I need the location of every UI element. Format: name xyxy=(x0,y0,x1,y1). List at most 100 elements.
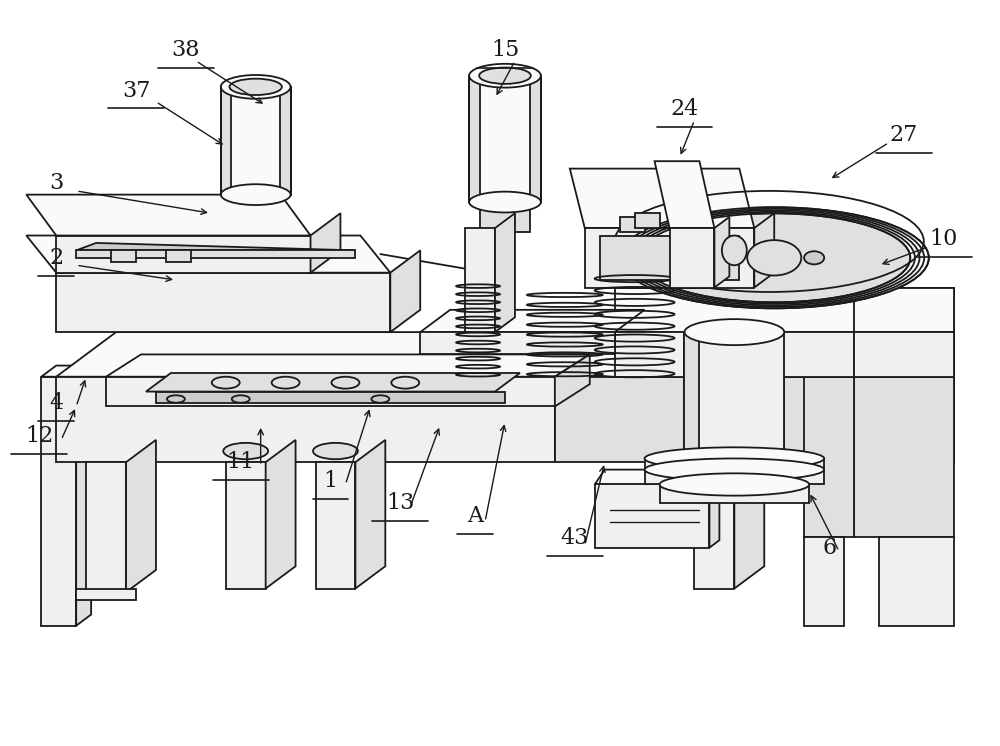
Polygon shape xyxy=(106,377,555,407)
Ellipse shape xyxy=(638,213,910,302)
Polygon shape xyxy=(316,463,355,589)
Polygon shape xyxy=(56,273,390,332)
Polygon shape xyxy=(311,213,340,273)
Text: 27: 27 xyxy=(890,124,918,146)
Ellipse shape xyxy=(469,192,541,213)
Bar xyxy=(166,251,191,262)
Polygon shape xyxy=(879,536,954,626)
Polygon shape xyxy=(615,332,854,377)
Ellipse shape xyxy=(212,377,240,389)
Polygon shape xyxy=(595,484,709,548)
Polygon shape xyxy=(41,377,76,626)
Polygon shape xyxy=(734,440,764,589)
Ellipse shape xyxy=(804,251,824,264)
Polygon shape xyxy=(76,251,355,258)
Ellipse shape xyxy=(313,443,358,460)
Polygon shape xyxy=(585,228,754,287)
Polygon shape xyxy=(555,377,954,463)
Polygon shape xyxy=(694,463,734,589)
Polygon shape xyxy=(355,440,385,589)
Text: A: A xyxy=(467,505,483,527)
Polygon shape xyxy=(76,589,136,600)
Ellipse shape xyxy=(221,75,291,98)
Polygon shape xyxy=(390,251,420,332)
Polygon shape xyxy=(714,217,729,287)
Polygon shape xyxy=(495,213,515,332)
Bar xyxy=(635,213,660,228)
Text: 3: 3 xyxy=(49,172,63,195)
Polygon shape xyxy=(570,169,754,228)
Polygon shape xyxy=(226,463,266,589)
Ellipse shape xyxy=(660,473,809,495)
Polygon shape xyxy=(555,354,590,407)
Bar xyxy=(111,251,136,262)
Polygon shape xyxy=(106,354,590,377)
Text: 38: 38 xyxy=(172,39,200,60)
Ellipse shape xyxy=(645,459,824,480)
Polygon shape xyxy=(709,470,719,548)
Polygon shape xyxy=(221,87,291,195)
Text: 10: 10 xyxy=(930,228,958,250)
Text: 6: 6 xyxy=(822,536,836,559)
Polygon shape xyxy=(655,161,714,228)
Polygon shape xyxy=(684,332,699,463)
Polygon shape xyxy=(600,236,739,280)
Polygon shape xyxy=(804,332,854,536)
Polygon shape xyxy=(26,236,390,273)
Ellipse shape xyxy=(722,236,747,266)
Polygon shape xyxy=(280,87,291,195)
Ellipse shape xyxy=(747,240,801,275)
Bar xyxy=(620,217,645,232)
Ellipse shape xyxy=(479,68,531,84)
Text: 11: 11 xyxy=(227,451,255,473)
Polygon shape xyxy=(645,459,824,470)
Polygon shape xyxy=(684,332,784,463)
Polygon shape xyxy=(156,392,505,403)
Ellipse shape xyxy=(221,184,291,205)
Ellipse shape xyxy=(684,319,784,345)
Polygon shape xyxy=(465,228,495,332)
Ellipse shape xyxy=(331,377,359,389)
Ellipse shape xyxy=(223,443,268,460)
Text: 1: 1 xyxy=(323,470,338,492)
Polygon shape xyxy=(56,332,615,377)
Text: 13: 13 xyxy=(386,492,414,514)
Text: 24: 24 xyxy=(670,98,699,120)
Text: 2: 2 xyxy=(49,247,63,269)
Polygon shape xyxy=(469,75,541,202)
Polygon shape xyxy=(854,332,954,377)
Polygon shape xyxy=(480,202,530,232)
Text: 15: 15 xyxy=(491,39,519,60)
Polygon shape xyxy=(854,287,954,332)
Polygon shape xyxy=(76,366,91,626)
Ellipse shape xyxy=(645,448,824,470)
Polygon shape xyxy=(615,287,954,332)
Ellipse shape xyxy=(620,207,929,308)
Polygon shape xyxy=(804,377,854,536)
Ellipse shape xyxy=(684,451,784,473)
Polygon shape xyxy=(221,87,231,195)
Polygon shape xyxy=(469,75,480,202)
Polygon shape xyxy=(530,75,541,202)
Polygon shape xyxy=(754,213,774,287)
Polygon shape xyxy=(146,373,520,392)
Ellipse shape xyxy=(371,395,389,403)
Text: 37: 37 xyxy=(122,80,150,101)
Ellipse shape xyxy=(272,377,300,389)
Polygon shape xyxy=(595,470,719,484)
Ellipse shape xyxy=(232,395,250,403)
Polygon shape xyxy=(645,470,824,484)
Polygon shape xyxy=(555,332,954,377)
Polygon shape xyxy=(420,310,645,332)
Ellipse shape xyxy=(167,395,185,403)
Polygon shape xyxy=(26,195,311,236)
Ellipse shape xyxy=(230,78,282,95)
Polygon shape xyxy=(76,243,355,251)
Polygon shape xyxy=(814,332,954,377)
Polygon shape xyxy=(56,236,311,273)
Polygon shape xyxy=(854,377,954,536)
Polygon shape xyxy=(56,377,555,463)
Polygon shape xyxy=(266,440,296,589)
Text: 12: 12 xyxy=(25,425,53,447)
Ellipse shape xyxy=(469,64,541,87)
